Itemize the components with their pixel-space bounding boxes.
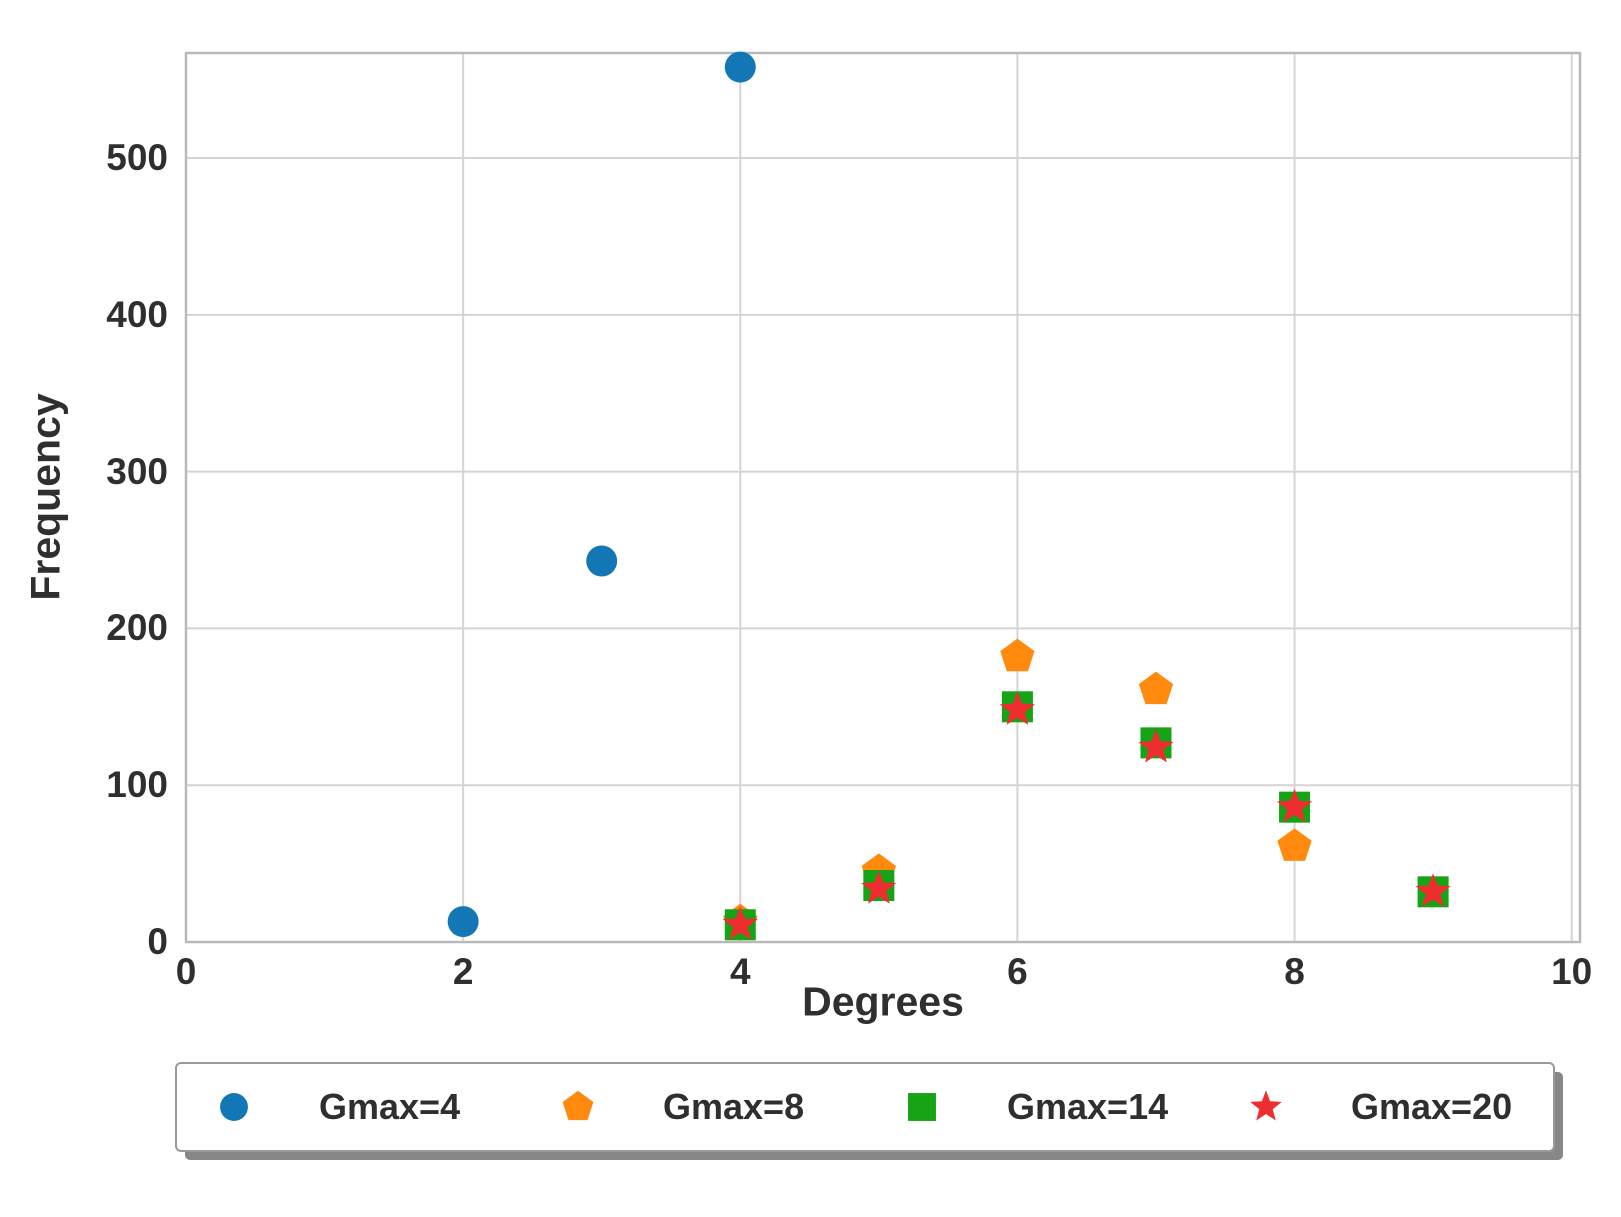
data-point-gmax-8 xyxy=(1138,671,1174,705)
legend-label: Gmax=14 xyxy=(1007,1086,1169,1127)
data-point-gmax-20 xyxy=(1138,729,1174,763)
star-marker-icon xyxy=(1250,1090,1282,1121)
legend-entry-gmax-14: Gmax=14 xyxy=(865,1086,1209,1128)
y-axis-label: Frequency xyxy=(22,393,69,601)
legend-entry-gmax-20: Gmax=20 xyxy=(1209,1086,1553,1128)
x-axis-label: Degrees xyxy=(802,978,964,1025)
y-tick-label: 500 xyxy=(106,137,168,179)
data-point-gmax-20 xyxy=(1277,788,1313,823)
y-tick-label: 100 xyxy=(106,764,168,806)
data-point-gmax-20 xyxy=(722,906,758,940)
legend-label: Gmax=8 xyxy=(663,1086,805,1127)
x-tick-label: 0 xyxy=(175,951,197,992)
x-tick-label: 10 xyxy=(1551,951,1593,992)
legend: Gmax=4 Gmax=8 Gmax=14 Gmax=20 xyxy=(175,1062,1555,1152)
legend-entry-gmax-8: Gmax=8 xyxy=(521,1086,865,1128)
plot-spines xyxy=(184,51,1582,944)
data-point-gmax-8 xyxy=(1000,638,1035,672)
data-point-gmax-8 xyxy=(1277,828,1312,861)
square-marker-icon xyxy=(908,1093,936,1121)
circle-marker-icon xyxy=(220,1093,248,1121)
pentagon-marker-shape xyxy=(562,1090,594,1121)
data-point-gmax-20 xyxy=(999,691,1035,725)
square-marker-shape xyxy=(908,1093,936,1121)
legend-entry-gmax-4: Gmax=4 xyxy=(177,1086,521,1128)
x-tick-label: 8 xyxy=(1284,951,1305,992)
y-tick-label: 400 xyxy=(106,293,168,335)
data-point-gmax-4 xyxy=(724,51,756,83)
x-tick-label: 2 xyxy=(452,951,474,992)
data-point-gmax-20 xyxy=(861,870,897,904)
y-tick-label: 200 xyxy=(106,607,168,649)
y-tick-label: 300 xyxy=(106,450,168,492)
star-marker-shape xyxy=(1250,1090,1282,1121)
data-point-gmax-4 xyxy=(586,545,618,577)
data-point-gmax-4 xyxy=(447,906,479,938)
legend-label: Gmax=4 xyxy=(319,1086,461,1127)
x-tick-label: 4 xyxy=(729,951,751,992)
pentagon-marker-icon xyxy=(562,1090,594,1121)
x-tick-label: 6 xyxy=(1007,951,1028,992)
data-point-gmax-20 xyxy=(1415,873,1451,907)
legend-label: Gmax=20 xyxy=(1351,1086,1513,1127)
y-tick-label: 0 xyxy=(147,921,168,962)
circle-marker-shape xyxy=(220,1093,248,1121)
